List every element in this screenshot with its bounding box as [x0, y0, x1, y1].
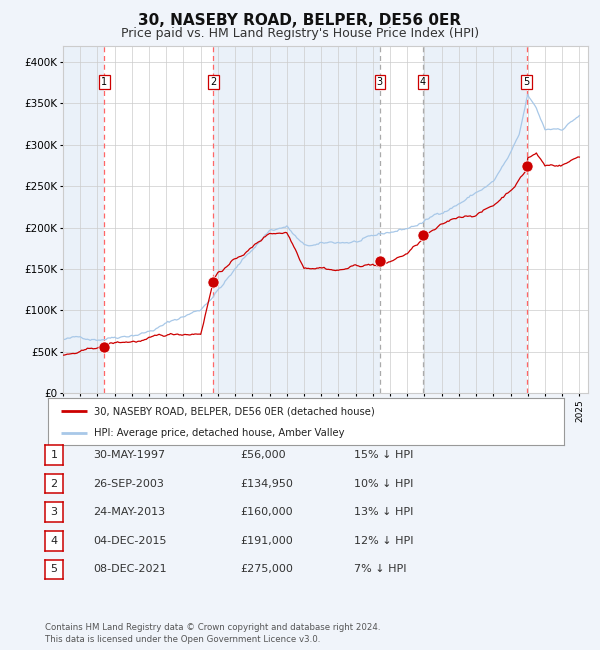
- Text: 12% ↓ HPI: 12% ↓ HPI: [354, 536, 413, 546]
- Text: 7% ↓ HPI: 7% ↓ HPI: [354, 564, 407, 575]
- Text: 5: 5: [523, 77, 530, 87]
- Text: 15% ↓ HPI: 15% ↓ HPI: [354, 450, 413, 460]
- Bar: [63, 46, 104, 393]
- Text: 08-DEC-2021: 08-DEC-2021: [93, 564, 167, 575]
- Text: £56,000: £56,000: [240, 450, 286, 460]
- Text: 30, NASEBY ROAD, BELPER, DE56 0ER (detached house): 30, NASEBY ROAD, BELPER, DE56 0ER (detac…: [94, 406, 375, 416]
- Text: HPI: Average price, detached house, Amber Valley: HPI: Average price, detached house, Ambe…: [94, 428, 345, 437]
- Text: 1: 1: [101, 77, 107, 87]
- Bar: [423, 46, 527, 393]
- Bar: [214, 46, 380, 393]
- Text: 24-MAY-2013: 24-MAY-2013: [93, 507, 165, 517]
- Text: £160,000: £160,000: [240, 507, 293, 517]
- Text: 3: 3: [377, 77, 383, 87]
- Text: 5: 5: [50, 564, 58, 575]
- Text: 13% ↓ HPI: 13% ↓ HPI: [354, 507, 413, 517]
- Text: 30-MAY-1997: 30-MAY-1997: [93, 450, 165, 460]
- Text: 1: 1: [50, 450, 58, 460]
- Text: 10% ↓ HPI: 10% ↓ HPI: [354, 478, 413, 489]
- Text: 2: 2: [50, 478, 58, 489]
- Text: £191,000: £191,000: [240, 536, 293, 546]
- Text: 3: 3: [50, 507, 58, 517]
- Text: 04-DEC-2015: 04-DEC-2015: [93, 536, 167, 546]
- Text: Contains HM Land Registry data © Crown copyright and database right 2024.
This d: Contains HM Land Registry data © Crown c…: [45, 623, 380, 644]
- Text: 2: 2: [211, 77, 217, 87]
- Text: £275,000: £275,000: [240, 564, 293, 575]
- Text: Price paid vs. HM Land Registry's House Price Index (HPI): Price paid vs. HM Land Registry's House …: [121, 27, 479, 40]
- Text: 4: 4: [50, 536, 58, 546]
- Text: £134,950: £134,950: [240, 478, 293, 489]
- Text: 4: 4: [420, 77, 426, 87]
- Text: 30, NASEBY ROAD, BELPER, DE56 0ER: 30, NASEBY ROAD, BELPER, DE56 0ER: [139, 13, 461, 28]
- Text: 26-SEP-2003: 26-SEP-2003: [93, 478, 164, 489]
